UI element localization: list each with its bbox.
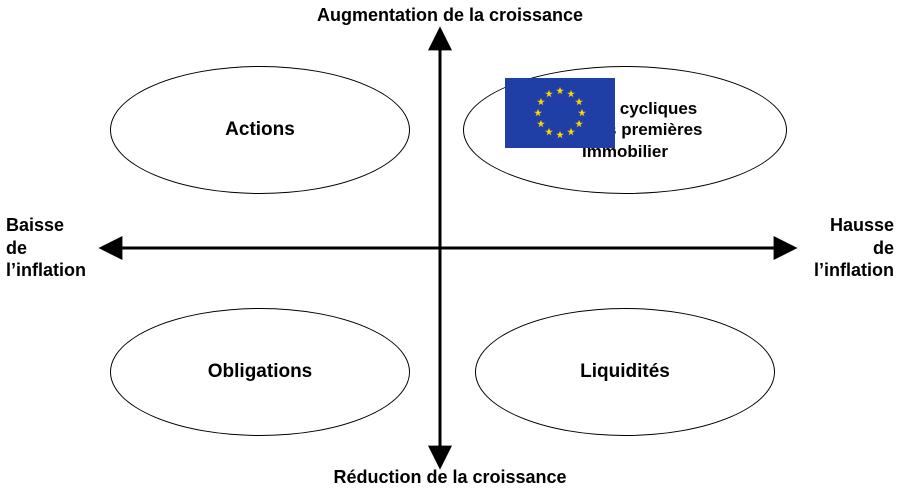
eu-flag-icon	[505, 78, 615, 148]
axis-label-left-line1: Baisse	[6, 214, 102, 237]
ellipse-bottom-right-label: Liquidités	[580, 361, 670, 383]
quadrant-diagram: Augmentation de la croissance Réduction …	[0, 0, 900, 500]
axis-label-bottom-text: Réduction de la croissance	[333, 467, 566, 487]
axis-label-right-line1: Hausse	[798, 214, 894, 237]
ellipse-top-left-label: Actions	[225, 119, 295, 141]
ellipse-bottom-right: Liquidités	[475, 308, 775, 436]
axis-label-left-line3: l’inflation	[6, 259, 102, 282]
ellipse-top-left: Actions	[110, 66, 410, 194]
axis-label-right: Hausse de l’inflation	[798, 214, 894, 282]
axis-label-top: Augmentation de la croissance	[0, 4, 900, 27]
axis-label-top-text: Augmentation de la croissance	[317, 5, 583, 25]
axes	[0, 0, 900, 500]
ellipse-bottom-left-label: Obligations	[208, 361, 313, 383]
axis-label-right-line2: de	[798, 237, 894, 260]
axis-label-left: Baisse de l’inflation	[6, 214, 102, 282]
axis-label-left-line2: de	[6, 237, 102, 260]
ellipse-bottom-left: Obligations	[110, 308, 410, 436]
axis-label-right-line3: l’inflation	[798, 259, 894, 282]
axis-label-bottom: Réduction de la croissance	[0, 466, 900, 489]
